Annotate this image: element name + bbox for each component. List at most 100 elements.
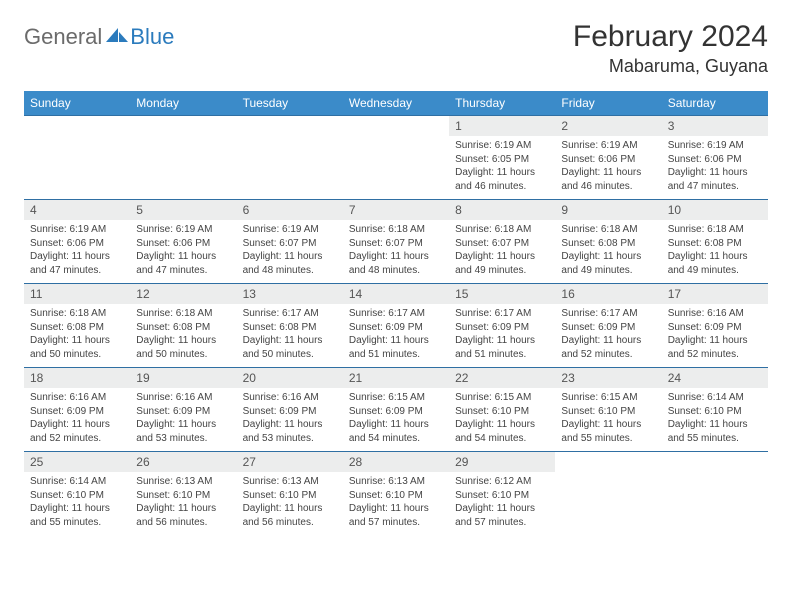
sunrise-line: Sunrise: 6:19 AM bbox=[455, 139, 549, 153]
logo-sail-icon bbox=[106, 26, 128, 49]
content-row: Sunrise: 6:19 AMSunset: 6:06 PMDaylight:… bbox=[24, 220, 768, 284]
sunset-line: Sunset: 6:09 PM bbox=[349, 321, 443, 335]
daylight-line: Daylight: 11 hours and 46 minutes. bbox=[561, 166, 655, 193]
daylight-line: Daylight: 11 hours and 53 minutes. bbox=[136, 418, 230, 445]
daylight-line: Daylight: 11 hours and 49 minutes. bbox=[561, 250, 655, 277]
weekday-header: Saturday bbox=[662, 91, 768, 116]
sunset-line: Sunset: 6:08 PM bbox=[243, 321, 337, 335]
sunset-line: Sunset: 6:08 PM bbox=[136, 321, 230, 335]
weekday-header-row: SundayMondayTuesdayWednesdayThursdayFrid… bbox=[24, 91, 768, 116]
day-content-cell: Sunrise: 6:13 AMSunset: 6:10 PMDaylight:… bbox=[343, 472, 449, 535]
day-content-cell bbox=[237, 136, 343, 200]
day-content-cell bbox=[555, 472, 661, 535]
daylight-line: Daylight: 11 hours and 55 minutes. bbox=[30, 502, 124, 529]
day-content-cell bbox=[24, 136, 130, 200]
day-content-cell: Sunrise: 6:18 AMSunset: 6:08 PMDaylight:… bbox=[24, 304, 130, 368]
day-content-cell bbox=[662, 472, 768, 535]
day-content-cell: Sunrise: 6:15 AMSunset: 6:10 PMDaylight:… bbox=[555, 388, 661, 452]
sunrise-line: Sunrise: 6:16 AM bbox=[30, 391, 124, 405]
calendar-grid: SundayMondayTuesdayWednesdayThursdayFrid… bbox=[24, 91, 768, 535]
sunrise-line: Sunrise: 6:18 AM bbox=[349, 223, 443, 237]
daylight-line: Daylight: 11 hours and 54 minutes. bbox=[455, 418, 549, 445]
day-number-cell: 7 bbox=[343, 200, 449, 221]
daylight-line: Daylight: 11 hours and 57 minutes. bbox=[455, 502, 549, 529]
content-row: Sunrise: 6:18 AMSunset: 6:08 PMDaylight:… bbox=[24, 304, 768, 368]
day-number-cell: 9 bbox=[555, 200, 661, 221]
day-content-cell: Sunrise: 6:16 AMSunset: 6:09 PMDaylight:… bbox=[662, 304, 768, 368]
sunset-line: Sunset: 6:10 PM bbox=[136, 489, 230, 503]
sunrise-line: Sunrise: 6:19 AM bbox=[561, 139, 655, 153]
sunrise-line: Sunrise: 6:18 AM bbox=[455, 223, 549, 237]
daynum-row: 123 bbox=[24, 116, 768, 137]
day-number-cell: 20 bbox=[237, 368, 343, 389]
day-content-cell bbox=[343, 136, 449, 200]
day-number-cell: 2 bbox=[555, 116, 661, 137]
daylight-line: Daylight: 11 hours and 56 minutes. bbox=[136, 502, 230, 529]
daylight-line: Daylight: 11 hours and 53 minutes. bbox=[243, 418, 337, 445]
daylight-line: Daylight: 11 hours and 47 minutes. bbox=[136, 250, 230, 277]
day-content-cell: Sunrise: 6:14 AMSunset: 6:10 PMDaylight:… bbox=[24, 472, 130, 535]
day-number-cell: 1 bbox=[449, 116, 555, 137]
sunset-line: Sunset: 6:10 PM bbox=[561, 405, 655, 419]
sunset-line: Sunset: 6:07 PM bbox=[455, 237, 549, 251]
sunrise-line: Sunrise: 6:19 AM bbox=[668, 139, 762, 153]
day-content-cell: Sunrise: 6:15 AMSunset: 6:10 PMDaylight:… bbox=[449, 388, 555, 452]
day-number-cell: 11 bbox=[24, 284, 130, 305]
sunset-line: Sunset: 6:06 PM bbox=[136, 237, 230, 251]
daynum-row: 11121314151617 bbox=[24, 284, 768, 305]
sunset-line: Sunset: 6:09 PM bbox=[30, 405, 124, 419]
daylight-line: Daylight: 11 hours and 57 minutes. bbox=[349, 502, 443, 529]
sunset-line: Sunset: 6:10 PM bbox=[668, 405, 762, 419]
daylight-line: Daylight: 11 hours and 49 minutes. bbox=[455, 250, 549, 277]
day-content-cell: Sunrise: 6:19 AMSunset: 6:06 PMDaylight:… bbox=[555, 136, 661, 200]
day-number-cell: 26 bbox=[130, 452, 236, 473]
sunrise-line: Sunrise: 6:17 AM bbox=[243, 307, 337, 321]
weekday-header: Friday bbox=[555, 91, 661, 116]
sunset-line: Sunset: 6:10 PM bbox=[349, 489, 443, 503]
day-number-cell: 28 bbox=[343, 452, 449, 473]
daylight-line: Daylight: 11 hours and 52 minutes. bbox=[561, 334, 655, 361]
day-content-cell: Sunrise: 6:17 AMSunset: 6:09 PMDaylight:… bbox=[343, 304, 449, 368]
daynum-row: 18192021222324 bbox=[24, 368, 768, 389]
sunrise-line: Sunrise: 6:14 AM bbox=[668, 391, 762, 405]
sunrise-line: Sunrise: 6:12 AM bbox=[455, 475, 549, 489]
day-content-cell: Sunrise: 6:18 AMSunset: 6:07 PMDaylight:… bbox=[343, 220, 449, 284]
sunrise-line: Sunrise: 6:16 AM bbox=[243, 391, 337, 405]
sunrise-line: Sunrise: 6:19 AM bbox=[30, 223, 124, 237]
day-content-cell: Sunrise: 6:17 AMSunset: 6:09 PMDaylight:… bbox=[449, 304, 555, 368]
weekday-header: Sunday bbox=[24, 91, 130, 116]
sunset-line: Sunset: 6:07 PM bbox=[349, 237, 443, 251]
day-content-cell: Sunrise: 6:19 AMSunset: 6:06 PMDaylight:… bbox=[24, 220, 130, 284]
day-number-cell bbox=[24, 116, 130, 137]
sunrise-line: Sunrise: 6:18 AM bbox=[136, 307, 230, 321]
sunset-line: Sunset: 6:06 PM bbox=[561, 153, 655, 167]
day-content-cell: Sunrise: 6:17 AMSunset: 6:09 PMDaylight:… bbox=[555, 304, 661, 368]
day-content-cell: Sunrise: 6:15 AMSunset: 6:09 PMDaylight:… bbox=[343, 388, 449, 452]
day-number-cell: 6 bbox=[237, 200, 343, 221]
daylight-line: Daylight: 11 hours and 51 minutes. bbox=[455, 334, 549, 361]
day-content-cell: Sunrise: 6:16 AMSunset: 6:09 PMDaylight:… bbox=[130, 388, 236, 452]
day-content-cell: Sunrise: 6:19 AMSunset: 6:06 PMDaylight:… bbox=[662, 136, 768, 200]
day-number-cell: 29 bbox=[449, 452, 555, 473]
sunrise-line: Sunrise: 6:15 AM bbox=[349, 391, 443, 405]
content-row: Sunrise: 6:19 AMSunset: 6:05 PMDaylight:… bbox=[24, 136, 768, 200]
day-number-cell: 13 bbox=[237, 284, 343, 305]
day-number-cell: 3 bbox=[662, 116, 768, 137]
sunset-line: Sunset: 6:09 PM bbox=[243, 405, 337, 419]
day-number-cell: 15 bbox=[449, 284, 555, 305]
day-number-cell: 16 bbox=[555, 284, 661, 305]
day-number-cell: 17 bbox=[662, 284, 768, 305]
sunrise-line: Sunrise: 6:18 AM bbox=[668, 223, 762, 237]
day-number-cell: 12 bbox=[130, 284, 236, 305]
sunset-line: Sunset: 6:08 PM bbox=[561, 237, 655, 251]
sunrise-line: Sunrise: 6:16 AM bbox=[668, 307, 762, 321]
day-number-cell bbox=[555, 452, 661, 473]
day-number-cell: 21 bbox=[343, 368, 449, 389]
day-content-cell: Sunrise: 6:16 AMSunset: 6:09 PMDaylight:… bbox=[237, 388, 343, 452]
day-content-cell bbox=[130, 136, 236, 200]
day-content-cell: Sunrise: 6:19 AMSunset: 6:07 PMDaylight:… bbox=[237, 220, 343, 284]
daylight-line: Daylight: 11 hours and 49 minutes. bbox=[668, 250, 762, 277]
sunset-line: Sunset: 6:09 PM bbox=[349, 405, 443, 419]
location-label: Mabaruma, Guyana bbox=[573, 56, 768, 77]
daylight-line: Daylight: 11 hours and 54 minutes. bbox=[349, 418, 443, 445]
